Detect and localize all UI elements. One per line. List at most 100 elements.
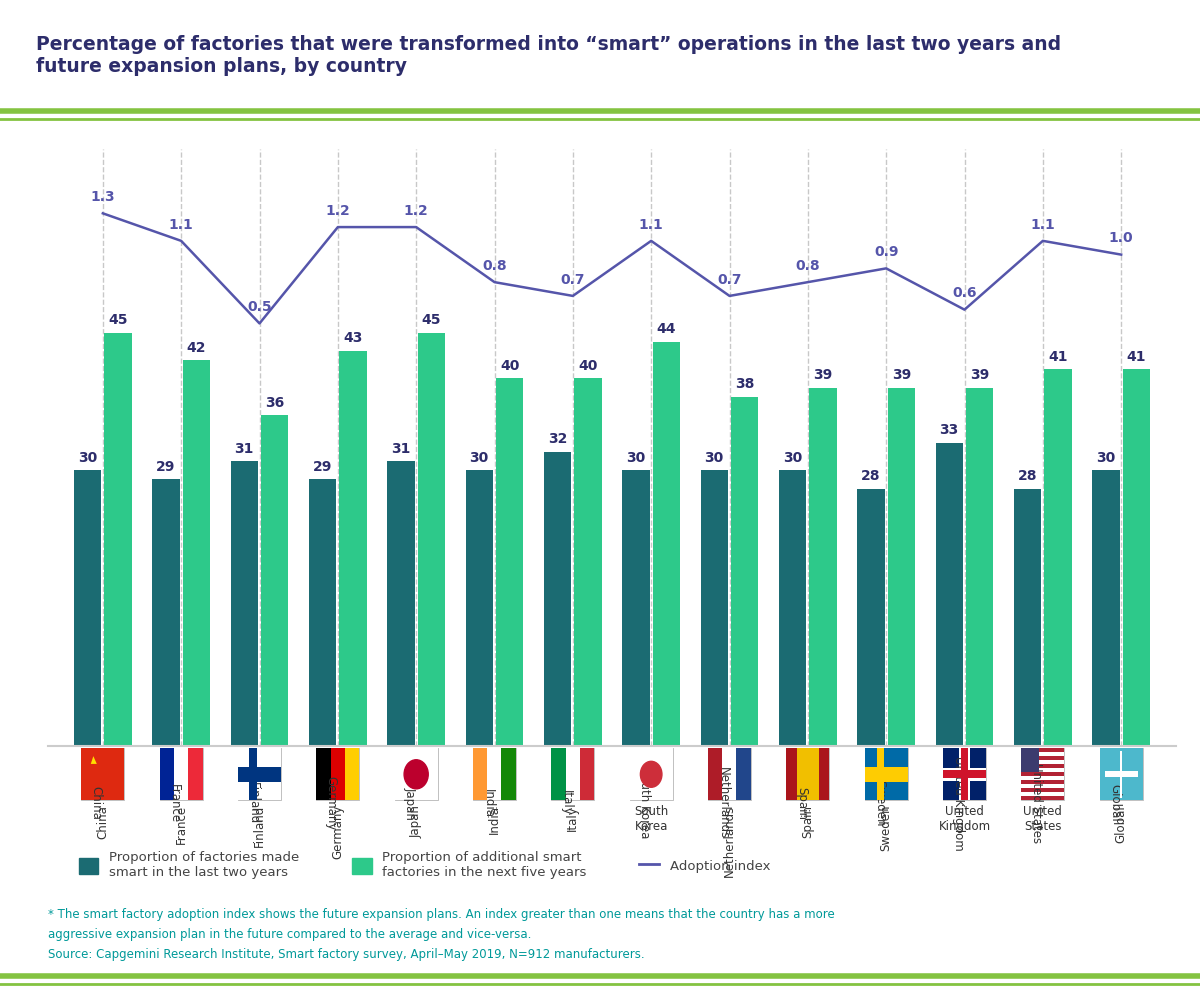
Circle shape (404, 759, 428, 789)
Bar (943, 767, 986, 781)
Text: 41: 41 (1127, 350, 1146, 364)
Bar (1021, 764, 1064, 768)
Bar (888, 388, 916, 746)
Text: 39: 39 (970, 368, 990, 382)
Bar (340, 351, 367, 746)
Bar (496, 379, 523, 746)
Bar (818, 748, 829, 800)
Bar (722, 748, 737, 800)
Text: China: China (90, 786, 103, 820)
Bar (1021, 772, 1064, 776)
Bar (708, 748, 722, 800)
Bar (230, 461, 258, 746)
Bar (1021, 748, 1064, 800)
Bar (630, 748, 673, 800)
Text: Global: Global (1108, 784, 1121, 822)
Bar (238, 748, 281, 800)
Bar (865, 766, 907, 782)
Bar (152, 479, 180, 746)
Bar (473, 748, 516, 800)
Bar (317, 748, 359, 800)
Bar (544, 452, 571, 746)
Text: Spain: Spain (794, 786, 808, 820)
Bar (865, 748, 907, 800)
Bar (82, 748, 125, 800)
Bar (248, 748, 257, 800)
Bar (701, 470, 728, 746)
Text: France: France (175, 805, 187, 844)
Text: United Kingdom: United Kingdom (952, 755, 965, 851)
Bar (160, 748, 203, 800)
Text: 1.1: 1.1 (169, 218, 193, 232)
Text: 40: 40 (578, 359, 598, 373)
Bar (857, 489, 884, 746)
Text: United
States: United States (1024, 805, 1062, 833)
Text: * The smart factory adoption index shows the future expansion plans. An index gr: * The smart factory adoption index shows… (48, 908, 835, 960)
Text: 32: 32 (548, 432, 568, 446)
Bar (388, 461, 415, 746)
Text: 40: 40 (500, 359, 520, 373)
Text: 1.2: 1.2 (325, 204, 350, 218)
Text: Germany: Germany (325, 776, 338, 830)
Text: Sweden: Sweden (874, 780, 886, 826)
Bar (731, 397, 758, 746)
Bar (961, 748, 967, 800)
Bar (1014, 489, 1042, 746)
Bar (551, 748, 565, 800)
Text: 0.8: 0.8 (796, 259, 820, 273)
Text: United
Kingdom: United Kingdom (938, 805, 990, 833)
Bar (1123, 370, 1150, 746)
Bar (943, 770, 986, 778)
Text: 0.5: 0.5 (247, 300, 272, 314)
Text: 38: 38 (736, 378, 755, 392)
Text: 0.7: 0.7 (560, 272, 586, 286)
Text: 1.0: 1.0 (1109, 232, 1134, 246)
Text: 28: 28 (1018, 469, 1037, 483)
Text: 42: 42 (187, 341, 206, 355)
Bar (174, 748, 188, 800)
Text: 1.1: 1.1 (1031, 218, 1055, 232)
Bar (344, 748, 359, 800)
Text: 45: 45 (108, 313, 128, 327)
Bar (317, 748, 330, 800)
Bar (502, 748, 516, 800)
Text: 30: 30 (782, 450, 802, 465)
Bar (1105, 771, 1138, 777)
Text: 31: 31 (391, 441, 410, 455)
Text: 0.6: 0.6 (953, 286, 977, 300)
Bar (1099, 748, 1142, 800)
Bar (1021, 768, 1064, 772)
Bar (943, 748, 986, 800)
Bar (1044, 370, 1072, 746)
Text: 30: 30 (469, 450, 488, 465)
Bar (1021, 780, 1064, 784)
Bar (737, 748, 751, 800)
Bar (622, 470, 649, 746)
Bar (262, 415, 288, 746)
Bar (1021, 752, 1064, 756)
Text: 0.8: 0.8 (482, 259, 506, 273)
Text: 29: 29 (156, 460, 175, 474)
Bar (779, 470, 806, 746)
Bar (418, 333, 445, 746)
Text: 1.1: 1.1 (638, 218, 664, 232)
Bar (104, 333, 132, 746)
Bar (1021, 796, 1064, 800)
Text: 39: 39 (814, 368, 833, 382)
Text: Netherlands: Netherlands (724, 805, 736, 878)
Bar (188, 748, 203, 800)
Text: Finland: Finland (246, 782, 259, 824)
Text: Spain: Spain (802, 805, 815, 838)
Text: 36: 36 (265, 396, 284, 410)
Bar (1121, 750, 1122, 797)
Text: 1.3: 1.3 (90, 190, 115, 204)
Circle shape (641, 761, 662, 787)
Text: China: China (96, 805, 109, 839)
Bar (580, 748, 594, 800)
Text: 1.2: 1.2 (403, 204, 428, 218)
Bar (966, 388, 994, 746)
Text: Italy: Italy (560, 790, 572, 816)
Text: Global: Global (1115, 805, 1128, 843)
Text: 0.7: 0.7 (718, 272, 742, 286)
Bar (308, 479, 336, 746)
